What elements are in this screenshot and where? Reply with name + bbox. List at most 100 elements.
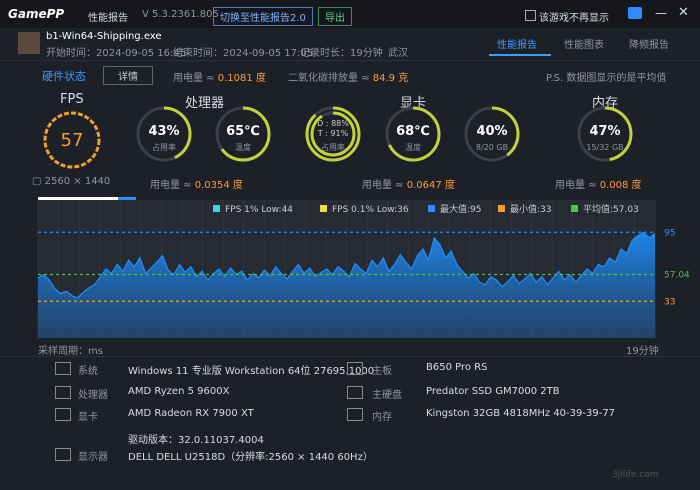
gauge-track — [310, 111, 356, 157]
export-button[interactable]: 导出 — [318, 7, 352, 26]
power: 用电量 ≈ 0.1081 度 — [173, 69, 266, 84]
power-label: 用电量 ≈ — [555, 180, 600, 191]
gauge-track — [464, 106, 520, 162]
gauge-arc — [215, 106, 271, 162]
icon — [55, 408, 71, 421]
note: P.S. 数据图显示的是平均值 — [546, 73, 667, 84]
info-value: Windows 11 专业版 Workstation 64位 27695.100… — [128, 366, 375, 377]
info-value: DELL DELL U2518D（分辨率:2560 × 1440 60Hz） — [128, 452, 373, 463]
gpu-title: 显卡 — [400, 96, 427, 111]
icon — [55, 362, 71, 375]
gauge-arc — [305, 106, 361, 162]
gauge-arc — [136, 106, 192, 162]
reference-label: 95 — [664, 228, 675, 238]
process-name: b1-Win64-Shipping.exe — [46, 31, 162, 42]
gauge-line: D : 88% — [317, 119, 349, 128]
cpu-power: 用电量 ≈ 0.0354 度 — [150, 176, 243, 191]
legend-swatch — [213, 205, 220, 212]
power-value: 0.0647 度 — [406, 180, 455, 191]
info-value: AMD Ryzen 5 9600X — [128, 386, 230, 397]
info-value: Kingston 32GB 4818MHz 40-39-39-77 — [426, 408, 616, 419]
logo: GamePP — [8, 7, 65, 21]
legend-label: 最小值:33 — [510, 203, 552, 215]
details-button[interactable]: 详情 — [103, 66, 153, 85]
fps-ring — [43, 111, 101, 169]
gauge-arc — [577, 106, 633, 162]
gauge-label: 43% — [148, 124, 179, 139]
gauge-label: 40% — [476, 124, 507, 139]
duration: 记录时长：19分钟 — [300, 48, 383, 59]
checkbox[interactable] — [525, 10, 536, 21]
power-value: 0.1081 度 — [217, 73, 266, 84]
resolution: ▢ 2560 × 1440 — [32, 176, 111, 187]
co2-value: 84.9 克 — [372, 73, 409, 84]
gauge-track — [385, 106, 441, 162]
driver: 驱动版本：32.0.11037.4004 — [128, 435, 264, 446]
divider — [0, 356, 700, 357]
cpu-title: 处理器 — [185, 96, 225, 111]
power-label: 用电量 ≈ — [150, 180, 195, 191]
end-time: 结束时间：2024-09-05 17:05 — [173, 48, 314, 59]
gauge-arc — [310, 111, 356, 157]
version: V 5.3.2361.805 — [142, 9, 219, 20]
memory-title: 内存 — [592, 96, 619, 111]
gauge-track — [215, 106, 271, 162]
info-label: 系统 — [78, 366, 98, 377]
switch-button[interactable]: 切换至性能报告2.0 — [213, 7, 313, 26]
divider — [0, 60, 700, 61]
legend-swatch — [571, 205, 578, 212]
start-time: 开始时间：2024-09-05 16:45 — [46, 48, 187, 59]
power-label: 用电量 ≈ — [173, 73, 218, 84]
close[interactable]: ✕ — [678, 5, 689, 20]
reference-label: 57.04 — [664, 271, 690, 281]
gauge-caption: 15/32 GB — [586, 143, 623, 152]
title-bar — [0, 0, 700, 28]
icon — [347, 362, 363, 375]
x-end-label: 19分钟 — [626, 346, 659, 357]
line — [37, 231, 656, 299]
gauge-caption: 占用率 — [321, 142, 345, 152]
gauge-caption: 温度 — [405, 142, 421, 152]
camera-icon[interactable] — [628, 7, 642, 19]
power-value: 0.008 度 — [599, 180, 642, 191]
gauge-track — [136, 106, 192, 162]
gauge-caption: 占用率 — [152, 142, 176, 152]
co2: 二氧化碳排放量 ≈ 84.9 克 — [288, 69, 408, 84]
icon — [347, 386, 363, 399]
tab-active[interactable]: 性能报告 — [497, 40, 537, 51]
dropdown-arrow[interactable]: ▼ — [118, 197, 136, 216]
plot-bg — [38, 200, 655, 338]
icon — [55, 386, 71, 399]
gauge-arc — [464, 106, 520, 162]
game-icon — [18, 32, 40, 54]
info-label: 内存 — [372, 412, 392, 423]
legend-swatch — [428, 205, 435, 212]
gauge-track — [577, 106, 633, 162]
gauge-label: 65℃ — [226, 124, 260, 139]
gauge-arc — [385, 106, 441, 162]
fps-title: FPS — [60, 92, 84, 107]
gauge-label: 47% — [589, 124, 620, 139]
tab[interactable]: 降频报告 — [629, 40, 669, 51]
fps-value: 57 — [61, 130, 84, 151]
legend-label: FPS 0.1% Low:36 — [332, 205, 409, 215]
info-label: 主硬盘 — [372, 390, 402, 401]
co2-label: 二氧化碳排放量 ≈ — [288, 73, 373, 84]
x-label: 采样周期：ms — [38, 346, 103, 357]
minimize[interactable]: — — [655, 6, 667, 20]
gauge-caption: 温度 — [235, 142, 251, 152]
power-label: 用电量 ≈ — [362, 180, 407, 191]
gauge-caption: 8/20 GB — [476, 143, 508, 152]
tab[interactable]: 性能图表 — [564, 40, 604, 51]
window-title: 性能报告 — [88, 13, 128, 24]
legend-label: FPS 1% Low:44 — [225, 205, 293, 215]
gpu-power: 用电量 ≈ 0.0647 度 — [362, 176, 455, 191]
memory-power: 用电量 ≈ 0.008 度 — [555, 176, 642, 191]
info-value: Predator SSD GM7000 2TB — [426, 386, 560, 397]
info-label: 处理器 — [78, 390, 108, 401]
info-value: B650 Pro RS — [426, 362, 488, 373]
location: 武汉 — [388, 48, 408, 59]
gauge-track — [305, 106, 361, 162]
power-value: 0.0354 度 — [194, 180, 243, 191]
